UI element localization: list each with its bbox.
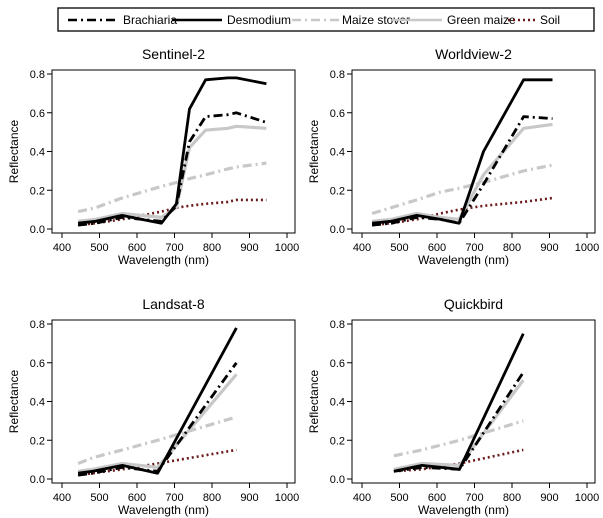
y-axis-label: Reflectance [307, 369, 321, 433]
x-tick-label: 1000 [275, 492, 299, 504]
y-tick-label: 0.8 [30, 319, 45, 331]
series-line-desmodium [77, 327, 238, 475]
series-line-green-maize [371, 122, 553, 223]
x-tick-label: 900 [540, 492, 558, 504]
x-tick-label: 800 [503, 242, 521, 254]
legend-label-soil: Soil [540, 13, 560, 27]
series-line-green-maize [393, 379, 525, 471]
legend-label-desmodium: Desmodium [227, 13, 291, 27]
series-line-soil [371, 196, 553, 227]
y-axis-label: Reflectance [7, 119, 21, 183]
y-tick-label: 0.6 [330, 358, 345, 370]
x-tick-label: 600 [128, 242, 146, 254]
chart-panel-sentinel-2: Sentinel-2 400 500 600 700 800 900 1000 0.0 0.2 0.… [7, 46, 299, 267]
y-tick-label: 0.4 [30, 397, 45, 409]
panels: Sentinel-2 400 500 600 700 800 900 1000 0.0 0.2 0.… [7, 46, 599, 517]
x-tick-label: 500 [90, 492, 108, 504]
series-line-maize-stover [77, 161, 267, 214]
y-tick-label: 0.6 [30, 358, 45, 370]
chart-title: Landsat-8 [142, 296, 204, 312]
series-line-maize-stover [393, 419, 524, 458]
x-axis-label: Wavelength (nm) [118, 503, 209, 517]
y-tick-label: 0.0 [30, 224, 45, 236]
y-tick-label: 0.0 [330, 224, 345, 236]
y-tick-label: 0.4 [30, 147, 45, 159]
series-line-brachiaria [393, 371, 525, 473]
x-axis-label: Wavelength (nm) [418, 503, 509, 517]
y-axis-label: Reflectance [7, 369, 21, 433]
x-tick-label: 600 [428, 242, 446, 254]
x-tick-label: 700 [465, 492, 483, 504]
y-tick-label: 0.0 [30, 474, 45, 486]
legend-label-maize-stover: Maize stover [342, 13, 410, 27]
y-tick-label: 0.8 [330, 69, 345, 81]
x-tick-label: 1000 [575, 242, 599, 254]
x-tick-label: 900 [240, 492, 258, 504]
x-tick-label: 700 [465, 242, 483, 254]
x-tick-label: 600 [428, 492, 446, 504]
y-tick-label: 0.8 [30, 69, 45, 81]
y-tick-label: 0.2 [330, 185, 345, 197]
x-tick-label: 800 [503, 492, 521, 504]
x-tick-label: 700 [165, 492, 183, 504]
plot-frame [351, 319, 596, 484]
x-tick-label: 800 [203, 492, 221, 504]
x-tick-label: 400 [53, 242, 71, 254]
y-axis-label: Reflectance [307, 119, 321, 183]
x-tick-label: 700 [165, 242, 183, 254]
plot-frame [51, 319, 296, 484]
y-tick-label: 0.6 [330, 108, 345, 120]
y-tick-label: 0.2 [30, 435, 45, 447]
series-line-brachiaria [77, 111, 267, 227]
y-tick-label: 0.2 [30, 185, 45, 197]
x-tick-label: 400 [353, 492, 371, 504]
x-axis-label: Wavelength (nm) [118, 253, 209, 267]
series-line-green-maize [77, 373, 238, 473]
chart-panel-quickbird: Quickbird 400 500 600 700 800 900 1000 0.0 0.2 0.4… [307, 296, 599, 517]
chart-panel-landsat-8: Landsat-8 400 500 600 700 800 900 1000 0.0 0.2 0.4… [7, 296, 299, 517]
series-line-desmodium [77, 76, 267, 225]
y-tick-label: 0.0 [330, 474, 345, 486]
x-tick-label: 500 [390, 492, 408, 504]
x-tick-label: 500 [390, 242, 408, 254]
x-tick-label: 400 [53, 492, 71, 504]
legend-label-green-maize: Green maize [447, 13, 516, 27]
series-line-soil [77, 198, 267, 227]
chart-title: Worldview-2 [435, 46, 512, 62]
plot-frame [351, 69, 596, 234]
x-axis-label: Wavelength (nm) [418, 253, 509, 267]
series-line-desmodium [393, 333, 525, 473]
x-tick-label: 500 [90, 242, 108, 254]
x-tick-label: 400 [353, 242, 371, 254]
y-tick-label: 0.4 [330, 397, 345, 409]
chart-panel-worldview-2: Worldview-2 400 500 600 700 800 900 1000 0.0 0.2 0… [307, 46, 599, 267]
series-line-desmodium [371, 78, 553, 225]
legend: Brachiaria Desmodium Maize stover Green mai… [57, 7, 595, 32]
y-tick-label: 0.4 [330, 147, 345, 159]
x-tick-label: 600 [128, 492, 146, 504]
x-tick-label: 1000 [575, 492, 599, 504]
x-tick-label: 800 [203, 242, 221, 254]
y-tick-label: 0.2 [330, 435, 345, 447]
legend-label-brachiaria: Brachiaria [123, 13, 177, 27]
chart-title: Sentinel-2 [142, 46, 205, 62]
series-line-maize-stover [77, 415, 237, 465]
series-line-maize-stover [371, 163, 553, 216]
y-tick-label: 0.8 [330, 319, 345, 331]
series-line-brachiaria [77, 361, 238, 477]
y-tick-label: 0.6 [30, 108, 45, 120]
x-tick-label: 1000 [275, 242, 299, 254]
x-tick-label: 900 [540, 242, 558, 254]
x-tick-label: 900 [240, 242, 258, 254]
chart-title: Quickbird [444, 296, 503, 312]
